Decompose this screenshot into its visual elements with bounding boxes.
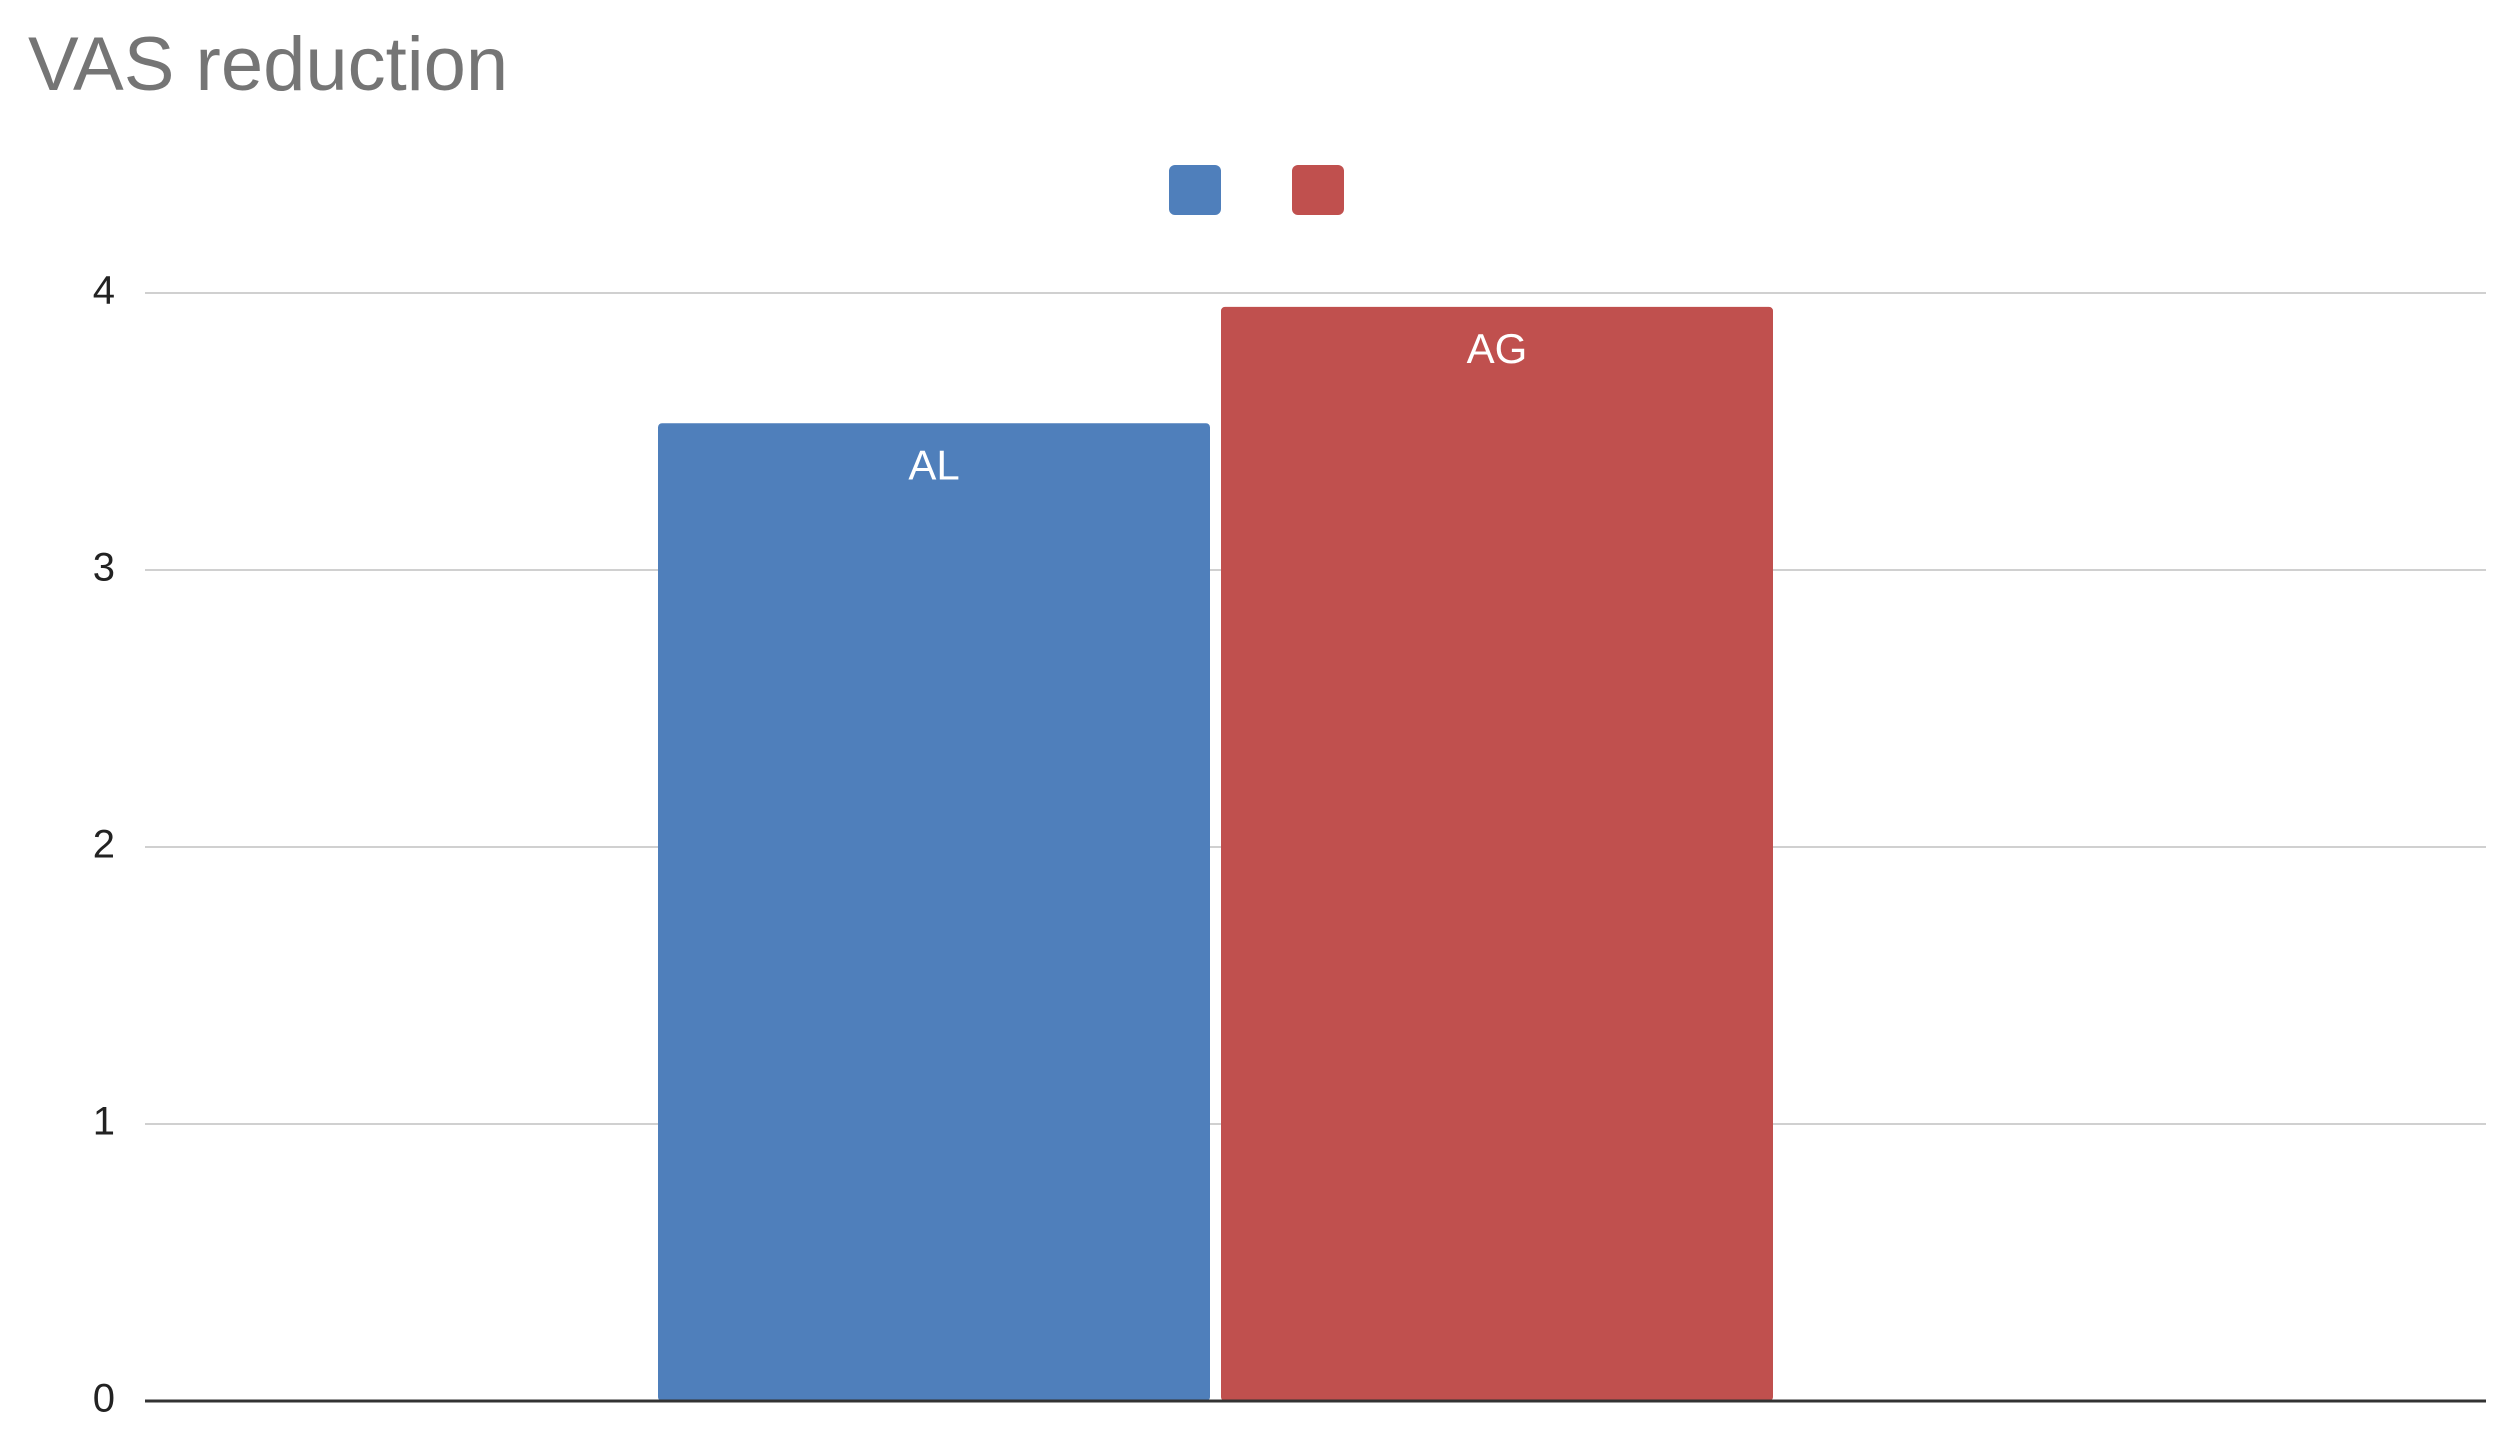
chart-title: VAS reduction: [28, 22, 508, 107]
y-tick-label: 2: [93, 823, 115, 867]
bar-label: AG: [1467, 325, 1528, 372]
legend-swatch: [1292, 165, 1344, 215]
y-tick-label: 1: [93, 1100, 115, 1144]
y-tick-label: 0: [93, 1377, 115, 1421]
y-tick-label: 4: [93, 269, 115, 313]
bar: [658, 423, 1210, 1401]
y-tick-label: 3: [93, 546, 115, 590]
bar: [1221, 306, 1773, 1402]
legend-swatch: [1169, 165, 1221, 215]
bar-label: AL: [908, 441, 959, 488]
